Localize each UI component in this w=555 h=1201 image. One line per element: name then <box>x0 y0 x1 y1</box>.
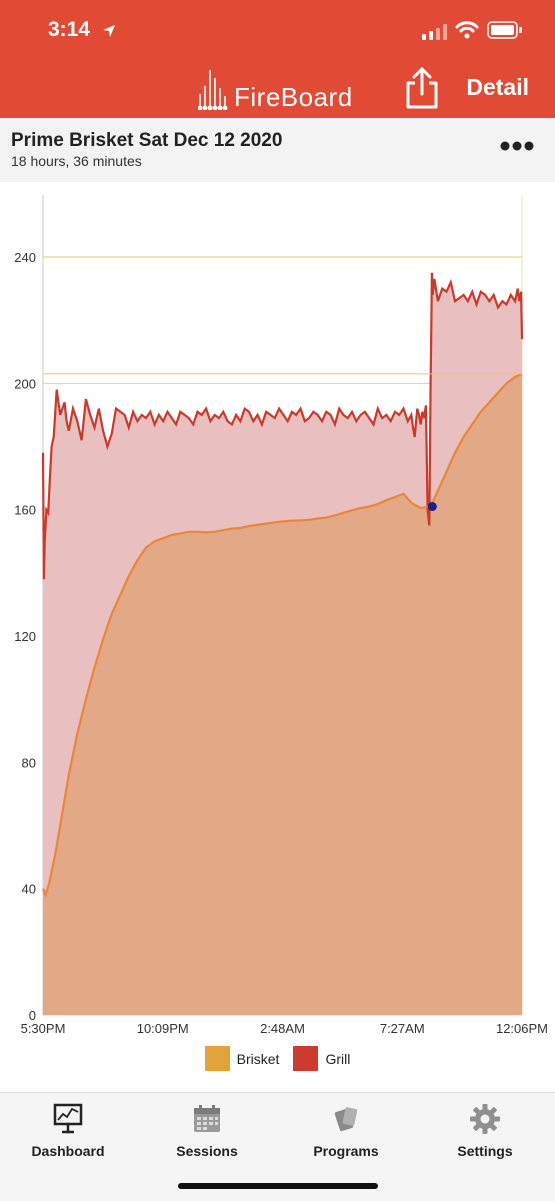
status-bar: 3:14 <box>0 0 555 60</box>
session-header: Prime Brisket Sat Dec 12 2020 18 hours, … <box>0 118 555 182</box>
programs-icon <box>334 1107 358 1132</box>
fireboard-logo: FireBoard <box>198 66 353 110</box>
grill-line <box>41 272 524 580</box>
legend-label-grill: Grill <box>325 1050 351 1067</box>
status-time: 3:14 <box>48 18 91 41</box>
brisket-area <box>43 373 522 1015</box>
more-options-icon[interactable] <box>497 132 537 160</box>
tab-settings[interactable]: Settings <box>425 1103 545 1159</box>
detail-button[interactable]: Detail <box>466 74 529 100</box>
y-tick-label: 80 <box>22 755 36 770</box>
y-tick-label: 40 <box>22 882 36 897</box>
battery-icon <box>487 21 522 39</box>
y-tick-label: 120 <box>14 629 36 644</box>
nav-bar: FireBoard Detail <box>0 60 555 118</box>
tab-label-sessions: Sessions <box>176 1143 238 1159</box>
tab-programs[interactable]: Programs <box>286 1103 406 1159</box>
tab-dashboard[interactable]: Dashboard <box>8 1103 128 1159</box>
wifi-icon <box>455 21 479 39</box>
y-tick-label: 240 <box>14 250 36 265</box>
x-tick-label: 12:06PM <box>496 1021 548 1036</box>
session-title: Prime Brisket Sat Dec 12 2020 <box>11 130 283 151</box>
fireboard-logo-icon <box>198 70 228 110</box>
legend-item-grill[interactable]: Grill <box>293 1046 350 1071</box>
x-tick-label: 10:09PM <box>137 1021 189 1036</box>
sessions-icon <box>194 1105 220 1132</box>
brisket-line <box>41 372 523 899</box>
x-tick-label: 7:27AM <box>380 1021 425 1036</box>
share-icon[interactable] <box>404 66 440 110</box>
chart-legend: Brisket Grill <box>0 1046 555 1071</box>
selection-marker[interactable] <box>427 502 437 512</box>
session-duration: 18 hours, 36 minutes <box>11 153 142 169</box>
temperature-chart-svg[interactable]: 0 40 80 120 160 200 240 5:30PM 10:09PM 2:48AM 7:27… <box>0 182 555 1042</box>
legend-swatch-grill <box>293 1046 319 1071</box>
y-tick-label: 200 <box>14 376 36 391</box>
temperature-chart[interactable]: 0 40 80 120 160 200 240 5:30PM 10:09PM 2:48AM 7:27… <box>0 182 555 1090</box>
tab-bar: Dashboard Sessions Programs <box>0 1092 555 1201</box>
home-indicator[interactable] <box>178 1183 378 1189</box>
brand-name: FireBoard <box>234 82 353 112</box>
legend-item-brisket[interactable]: Brisket <box>204 1046 280 1071</box>
tab-label-dashboard: Dashboard <box>31 1143 105 1159</box>
y-tick-label: 0 <box>29 1008 36 1023</box>
y-tick-label: 160 <box>14 503 36 518</box>
dashboard-icon <box>53 1103 83 1134</box>
tab-label-settings: Settings <box>457 1143 513 1159</box>
tab-label-programs: Programs <box>313 1143 379 1159</box>
settings-icon <box>470 1104 500 1134</box>
x-tick-label: 5:30PM <box>21 1021 66 1036</box>
location-arrow-icon <box>103 25 115 37</box>
x-tick-label: 2:48AM <box>260 1021 305 1036</box>
tab-sessions[interactable]: Sessions <box>147 1103 267 1159</box>
cellular-signal-icon <box>422 24 447 40</box>
legend-label-brisket: Brisket <box>236 1050 280 1067</box>
legend-swatch-brisket <box>204 1046 230 1071</box>
